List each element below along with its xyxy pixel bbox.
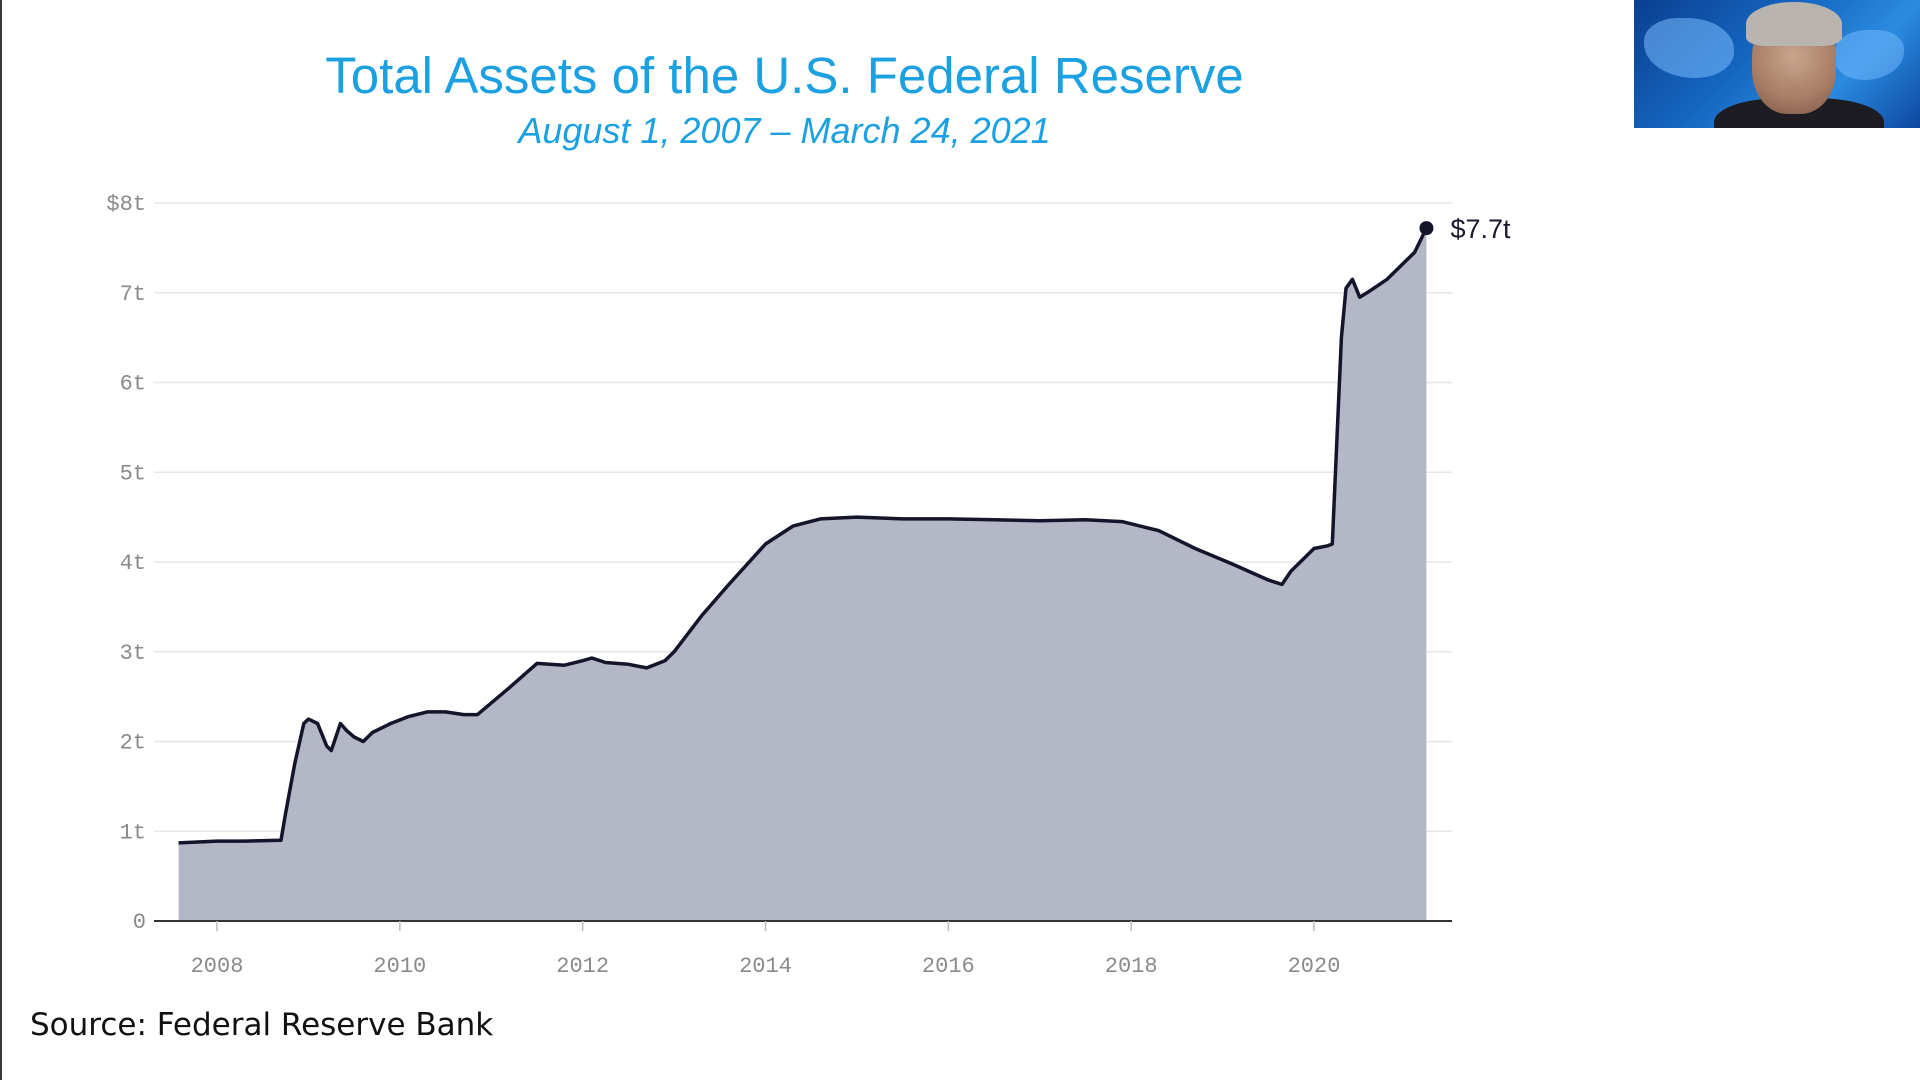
world-map-shape	[1834, 30, 1904, 80]
y-tick-label: 7t	[120, 282, 146, 307]
y-tick-label: 0	[133, 910, 146, 935]
end-value-label: $7.7t	[1450, 214, 1511, 244]
end-point-marker	[1419, 221, 1434, 236]
y-tick-label: 4t	[120, 551, 146, 576]
y-tick-label: 1t	[120, 820, 146, 845]
y-tick-label: 5t	[120, 461, 146, 486]
presenter-hair	[1746, 2, 1842, 46]
source-note: Source: Federal Reserve Bank	[30, 1007, 494, 1043]
slide-subtitle: August 1, 2007 – March 24, 2021	[518, 110, 1051, 151]
x-tick-label: 2016	[922, 954, 975, 979]
x-tick-label: 2018	[1105, 954, 1158, 979]
world-map-shape	[1644, 18, 1734, 78]
x-tick-label: 2012	[556, 954, 609, 979]
y-tick-label: 2t	[120, 731, 146, 756]
slide-title: Total Assets of the U.S. Federal Reserve	[325, 47, 1244, 104]
y-tick-label: 6t	[120, 372, 146, 397]
y-tick-label: 3t	[120, 641, 146, 666]
area-layer	[178, 227, 1428, 922]
fed-assets-chart: 0 1t 2t 3t 4t 5t 6t 7t $8t 2008 2010 2012 2014 2016 20…	[106, 192, 1511, 979]
x-tick-label: 2010	[373, 954, 426, 979]
presenter-video-thumbnail[interactable]	[1634, 0, 1920, 128]
label-layer: 0 1t 2t 3t 4t 5t 6t 7t $8t 2008 2010 2012 2014 2016 20…	[106, 192, 1511, 979]
y-tick-label: $8t	[106, 192, 146, 217]
x-tick-label: 2014	[739, 954, 792, 979]
axis-layer	[154, 920, 1452, 931]
series-line	[178, 227, 1428, 845]
x-tick-label: 2020	[1288, 954, 1341, 979]
x-tick-label: 2008	[191, 954, 244, 979]
area-fill	[178, 228, 1427, 922]
